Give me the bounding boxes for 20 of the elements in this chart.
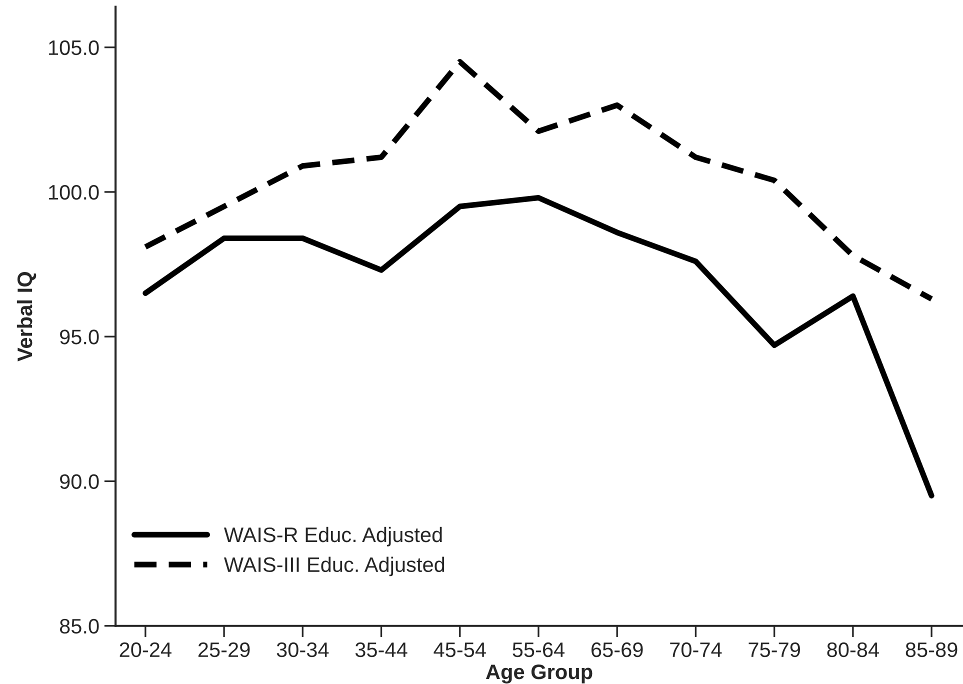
x-tick-label: 65-69 <box>592 642 643 658</box>
y-tick-label: 85.0 <box>60 618 99 634</box>
y-axis-title: Verbal IQ <box>16 272 36 362</box>
y-tick-label: 100.0 <box>49 184 99 200</box>
x-tick-label: 35-44 <box>355 642 408 658</box>
legend-label: WAIS-III Educ. Adjusted <box>224 556 444 576</box>
y-tick-label: 90.0 <box>60 474 99 489</box>
x-tick-label: 45-54 <box>434 642 486 658</box>
x-tick-label: 20-24 <box>120 642 172 658</box>
x-tick-label: 75-79 <box>748 642 800 658</box>
legend-label: WAIS-R Educ. Adjusted <box>224 526 442 546</box>
x-axis-title: Age Group <box>486 664 592 684</box>
x-tick-label: 80-84 <box>827 642 879 658</box>
y-tick-label: 105.0 <box>49 40 99 56</box>
y-tick-label: 95.0 <box>60 330 99 344</box>
x-tick-label: 85-89 <box>906 642 958 658</box>
x-tick-label: 30-34 <box>276 642 329 658</box>
x-tick-label: 55-64 <box>512 642 565 658</box>
x-tick-label: 25-29 <box>198 642 250 658</box>
x-tick-label: 70-74 <box>670 642 722 658</box>
